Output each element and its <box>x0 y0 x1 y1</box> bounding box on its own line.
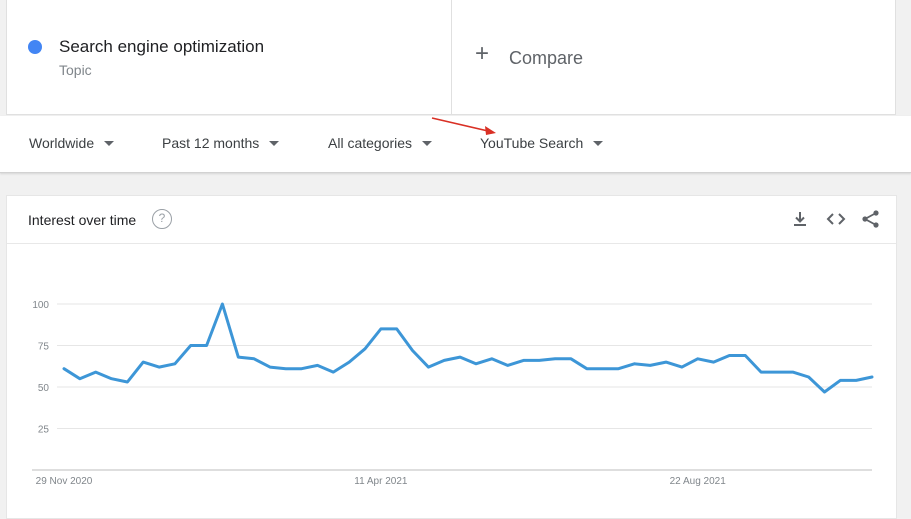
search-type-filter-dropdown[interactable]: YouTube Search <box>480 135 604 151</box>
x-tick-label: 29 Nov 2020 <box>36 476 93 487</box>
caret-down-icon <box>269 140 280 146</box>
series-line <box>62 302 874 394</box>
y-tick-label: 100 <box>32 300 49 311</box>
download-icon[interactable] <box>789 208 811 230</box>
term-bar: Search engine optimization Topic + Compa… <box>0 0 911 116</box>
y-tick-label: 50 <box>38 383 50 394</box>
term-type: Topic <box>59 62 92 78</box>
compare-label: Compare <box>509 48 584 68</box>
caret-down-icon <box>593 140 604 146</box>
search-term-card[interactable]: Search engine optimization Topic <box>6 0 452 115</box>
compare-card[interactable]: + Compare <box>451 0 896 115</box>
time-filter-dropdown[interactable]: Past 12 months <box>162 135 280 151</box>
caret-down-icon <box>422 140 433 146</box>
region-filter-dropdown[interactable]: Worldwide <box>29 135 115 151</box>
x-tick-label: 11 Apr 2021 <box>354 476 408 487</box>
time-filter-label: Past 12 months <box>162 135 260 151</box>
y-tick-label: 75 <box>38 342 50 353</box>
plus-icon: + <box>475 40 490 67</box>
term-name: Search engine optimization <box>59 37 265 56</box>
y-tick-label: 25 <box>38 425 50 436</box>
filter-bar: Worldwide Past 12 months All categories … <box>0 116 911 173</box>
share-icon[interactable] <box>860 208 882 230</box>
card-title: Interest over time <box>28 212 137 228</box>
series-color-dot <box>28 40 42 54</box>
help-icon[interactable]: ? <box>152 209 172 229</box>
category-filter-dropdown[interactable]: All categories <box>328 135 433 151</box>
embed-code-icon[interactable] <box>825 208 847 230</box>
annotation-arrow-icon <box>431 117 496 135</box>
category-filter-label: All categories <box>328 135 413 151</box>
region-filter-label: Worldwide <box>29 135 95 151</box>
x-tick-label: 22 Aug 2021 <box>670 476 727 487</box>
interest-chart: 25 50 75 100 29 Nov 2020 11 Apr 2021 22 Aug 20… <box>32 300 874 487</box>
card-header: Interest over time ? <box>7 196 896 244</box>
search-type-filter-label: YouTube Search <box>480 135 584 151</box>
caret-down-icon <box>104 140 115 146</box>
interest-over-time-card: Interest over time ? 25 50 75 100 29 Nov 202… <box>6 195 897 519</box>
